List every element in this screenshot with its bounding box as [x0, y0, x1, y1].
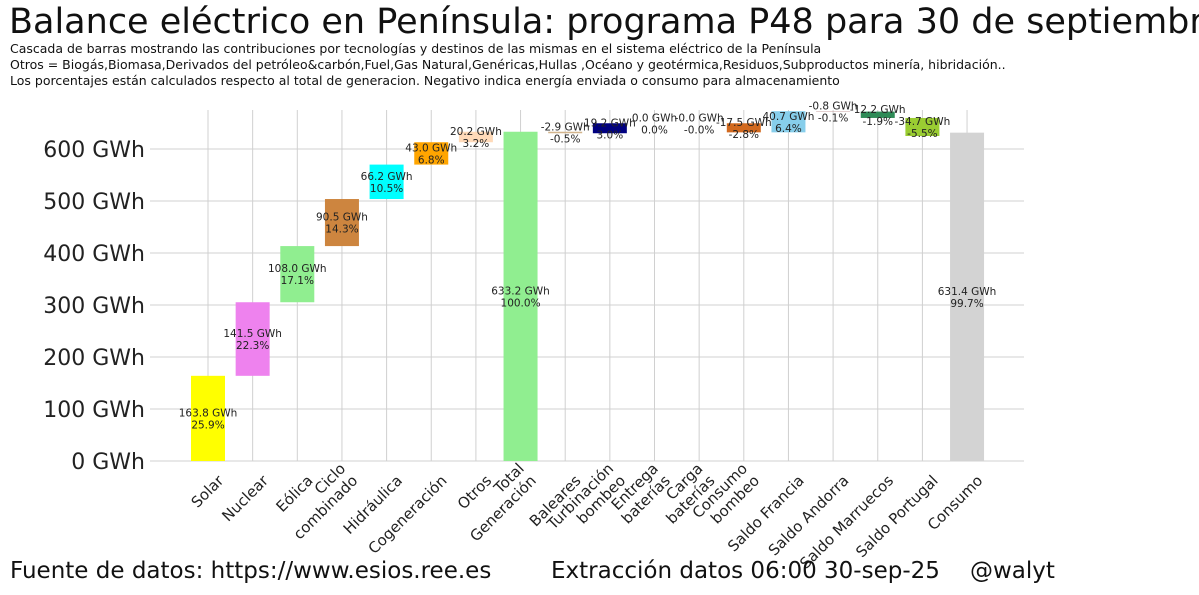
percent-label: 22.3%: [236, 340, 269, 352]
x-tick-label-line: Cogeneración: [365, 472, 451, 558]
x-tick-label-line: Otros: [454, 471, 496, 513]
value-label: 40.7 GWh: [763, 111, 815, 123]
chart-title: Balance eléctrico en Península: programa…: [9, 2, 1199, 42]
subtitle-3: Los porcentajes están calculados respect…: [10, 73, 840, 88]
percent-label: 0.0%: [641, 124, 668, 136]
bar-2: [280, 246, 315, 303]
y-tick-label: 0 GWh: [71, 450, 145, 475]
value-label: 90.5 GWh: [316, 212, 368, 224]
y-tick-label: 100 GWh: [43, 398, 145, 423]
bar-0: [191, 375, 225, 461]
x-tick-label: Nuclear: [218, 471, 272, 525]
bar-1: [235, 302, 270, 376]
value-label: 163.8 GWh: [179, 407, 238, 419]
percent-label: 6.4%: [775, 123, 802, 135]
percent-label: 14.3%: [325, 224, 358, 236]
percent-label: -1.9%: [863, 116, 893, 128]
value-label: -0.0 GWh: [675, 112, 724, 124]
percent-label: -5.5%: [907, 128, 937, 140]
bar-8: [548, 131, 583, 134]
y-tick-label: 500 GWh: [43, 190, 145, 215]
value-label: 0.0 GWh: [632, 112, 677, 124]
subtitle-2: Otros = Biogás,Biomasa,Derivados del pet…: [10, 57, 1006, 72]
value-label: 108.0 GWh: [268, 263, 327, 275]
percent-label: 10.5%: [370, 183, 403, 195]
x-tick-label-line: Nuclear: [218, 471, 272, 525]
bar-5: [414, 142, 449, 165]
bar-9: [592, 123, 627, 134]
value-label: -2.9 GWh: [541, 121, 590, 133]
bar-7: [503, 131, 538, 461]
subtitle-1: Cascada de barras mostrando las contribu…: [10, 41, 822, 56]
value-label: 631.4 GWh: [938, 286, 997, 298]
value-label: 20.2 GWh: [450, 126, 502, 138]
footer-source: Fuente de datos: https://www.esios.ree.e…: [10, 558, 492, 584]
value-label: 43.0 GWh: [405, 142, 457, 154]
percent-label: -0.5%: [550, 133, 580, 145]
percent-label: 3.0%: [597, 129, 624, 141]
x-tick-label: Cogeneración: [365, 472, 451, 558]
bar-12: [726, 123, 761, 133]
value-label: 66.2 GWh: [361, 171, 413, 183]
bar-3: [324, 199, 359, 247]
y-tick-label: 400 GWh: [43, 242, 145, 267]
x-tick-label: Otros: [454, 471, 496, 513]
value-label: 19.2 GWh: [584, 117, 636, 129]
y-tick-label: 200 GWh: [43, 346, 145, 371]
percent-label: 99.7%: [950, 298, 983, 310]
percent-label: -0.0%: [684, 124, 714, 136]
y-tick-label: 300 GWh: [43, 294, 145, 319]
value-label: -0.8 GWh: [809, 100, 858, 112]
value-label: -17.5 GWh: [716, 117, 772, 129]
value-label: 633.2 GWh: [491, 285, 550, 297]
bar-17: [950, 132, 985, 461]
x-tick-label: Solar: [188, 471, 228, 511]
value-label: 141.5 GWh: [223, 328, 282, 340]
percent-label: 25.9%: [191, 419, 224, 431]
percent-label: 100.0%: [501, 297, 541, 309]
value-label: -34.7 GWh: [895, 116, 951, 128]
percent-label: 17.1%: [281, 275, 314, 287]
percent-label: 3.2%: [463, 138, 490, 150]
footer-author: @walyt: [970, 558, 1055, 584]
y-tick-label: 600 GWh: [43, 138, 145, 163]
bar-16: [905, 117, 940, 136]
footer-extraction: Extracción datos 06:00 30-sep-25: [551, 558, 940, 584]
bar-15: [860, 111, 895, 118]
percent-label: -2.8%: [729, 129, 759, 141]
value-label: -12.2 GWh: [850, 104, 906, 116]
bar-6: [458, 131, 493, 143]
percent-label: 6.8%: [418, 154, 445, 166]
percent-label: -0.1%: [818, 112, 848, 124]
bar-13: [771, 111, 806, 133]
x-tick-label-line: Solar: [188, 471, 228, 511]
bar-4: [369, 164, 404, 200]
